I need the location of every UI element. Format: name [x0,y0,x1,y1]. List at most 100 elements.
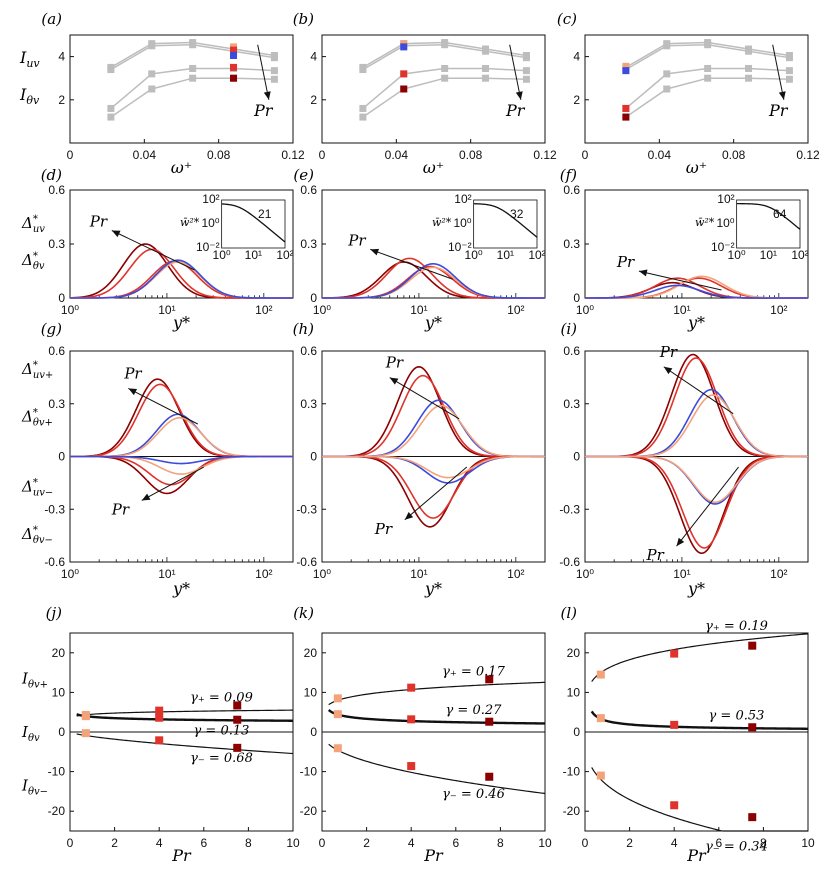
panel-l: 0 2 4 6 8 10 -20 -10 0 10 20 (l) Pr γ₊ = 0.19 γ = 0.53… [560,604,815,865]
pr-arrow-head [370,248,380,256]
panel-k: 0 2 4 6 8 10 -20 -10 0 10 20 (k) Pr γ₊ = 0.17 γ = 0.27… [293,604,552,865]
fit-label-minus: γ₋ = 0.68 [190,751,253,766]
panel-label: (l) [560,604,577,622]
y-label-delta: Δ* uv+ [21,360,53,381]
xtick-label: 0.04 [648,148,672,162]
highlight-marker-red [230,63,238,71]
grey-marker [148,40,156,48]
ytick-label: 0.6 [48,183,65,197]
pr-annotation-bottom: Pr [374,520,393,538]
highlight-marker-salmon [622,62,630,70]
grey-marker [107,63,115,71]
pr-arrow-shaft [509,44,522,100]
xtick-label: 10¹ [410,567,427,581]
grey-marker [663,70,671,78]
panel-d: 10⁰ 10¹ 10² 0 0.3 0.6(d) y* Pr Δ* uv Δ* θv 10⁰ 10¹ 10²… [21,166,294,332]
fit-curve-plus [591,633,809,682]
profile-curve-red [69,383,293,458]
fit-label-minus: γ₋ = 0.46 [442,787,505,802]
y-label-I-uv: Iuv [19,48,40,70]
grey-marker [663,40,671,48]
fit-label-mid: γ = 0.27 [446,703,503,718]
xtick-label: 10⁰ [313,567,331,581]
data-point-dark [485,772,494,781]
xtick-label: 10² [770,567,787,581]
ytick-label: -10 [48,765,66,779]
x-axis-label: y* [172,579,190,598]
grey-marker [785,75,793,83]
grey-series-line [362,77,527,118]
ytick-label: -20 [563,804,581,818]
grey-marker [522,75,530,83]
xtick-label: 10² [255,567,272,581]
ytick-label: 0 [310,450,317,464]
data-point-dark [485,717,494,726]
sub: θv+ [28,680,48,691]
profile-curve-salmon [585,275,809,299]
data-point-dark [233,743,242,752]
ytick-label: 20 [52,646,66,660]
profile-curve-salmon [585,455,809,504]
data-point-salmon [596,714,605,723]
profile-curve-salmon [70,417,293,458]
pr-annotation-top: Pr [123,364,142,382]
profile-curve-red [321,455,546,519]
panel-h: 10⁰ 10¹ 10² -0.6 -0.3 0 0.3 0.6 (h) y* Pr Pr [293,320,546,598]
profile-curve-salmon [70,455,293,475]
inset-xtick-label: 10⁰ [465,248,483,262]
x-axis-label: y* [172,313,190,332]
inset-xtick-label: 10² [528,248,545,262]
grey-series-line [625,77,790,118]
data-point-dark [748,723,757,732]
grey-marker [522,67,530,75]
pr-annotation: Pr [347,231,366,249]
ytick-label: -0.6 [296,555,317,569]
panel-i: 10⁰ 10¹ 10² -0.6 -0.3 0 0.3 0.6 (i) y* Pr Pr [559,320,809,598]
data-point-salmon [81,712,90,721]
xtick-label: 2 [626,836,633,850]
xtick-label: 0 [319,836,326,850]
xtick-label: 10 [801,836,815,850]
data-point-red [670,649,679,658]
sup: * [33,407,38,418]
data-point-red [407,683,416,692]
inset-ytick-label: 10⁰ [453,216,471,230]
grey-marker [441,39,449,47]
panel-b: 0 0.04 0.08 0.12 2 4 (b) ω⁺ Pr [293,10,557,177]
fit-label-mid: γ = 0.13 [194,723,250,738]
grey-marker [270,75,278,83]
ytick-label: -0.3 [44,502,65,516]
x-axis-label: Pr [686,846,707,865]
panel-g: 10⁰ 10¹ 10² -0.6 -0.3 0 0.3 0.6 (g) y* Pr Pr Δ* uv+ Δ*… [21,320,294,598]
ytick-label: 0.3 [48,397,65,411]
pr-annotation: Pr [768,101,789,120]
ytick-label: -20 [48,804,66,818]
panel-c: 0 0.04 0.08 0.12 2 4 (c) ω⁺ Pr [557,10,820,177]
grey-series-line [110,77,275,118]
panel-label: (d) [41,166,62,184]
grey-series-line [110,67,275,110]
pr-arrow-head [638,269,648,277]
ytick-label: 0.3 [300,237,317,251]
panel-label: (f) [560,166,577,184]
grey-marker [704,64,712,72]
sup: * [33,251,38,262]
fit-label-minus: γ₋ = 0.34 [705,839,768,854]
pr-arrow-top-head [389,377,399,385]
inset-label: 32 [510,207,524,221]
data-point-salmon [333,744,342,753]
pr-arrow-bottom-head [141,493,151,501]
x-axis-label: y* [687,313,705,332]
ytick-label: -0.3 [296,502,317,516]
pr-annotation-bottom: Pr [111,500,130,518]
ytick-label: 0.6 [300,183,317,197]
pr-arrow-shaft [370,248,454,280]
fit-label-plus: γ₊ = 0.19 [705,619,768,634]
grey-marker [663,85,671,93]
highlight-marker-dark [622,113,630,121]
ytick-label: 0.6 [48,344,65,358]
pr-arrow-shaft [772,44,785,100]
panel-c-frame [584,34,809,144]
